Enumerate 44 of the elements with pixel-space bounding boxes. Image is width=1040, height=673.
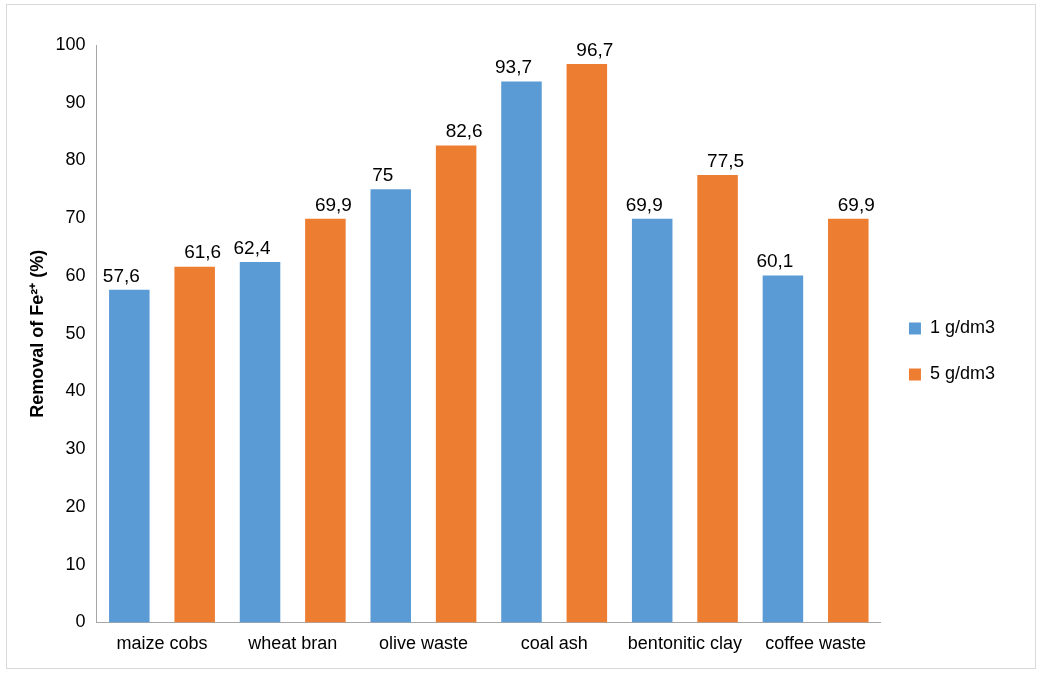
bar [109,289,150,623]
legend-label: 5 g/dm3 [929,363,996,384]
y-tick-label: 100 [55,33,86,54]
data-label: 60,1 [756,250,794,272]
bar [435,145,477,623]
y-tick-label: 40 [65,380,86,401]
data-label: 57,6 [102,264,140,286]
bar [239,262,281,623]
data-label: 62,4 [233,236,271,258]
data-label: 75 [372,164,394,186]
bar [631,218,673,623]
y-tick-label: 30 [65,438,86,459]
data-label: 69,9 [625,193,663,215]
data-label: 77,5 [707,149,745,171]
x-tick-label: coal ash [520,633,588,654]
bar [305,218,346,623]
data-label: 96,7 [576,38,614,60]
bar [762,275,804,623]
y-tick-label: 80 [65,149,86,170]
data-label: 61,6 [184,241,222,263]
y-tick-label: 20 [65,495,86,516]
y-tick-label: 10 [65,553,86,574]
y-tick-label: 60 [65,264,86,285]
bar [501,81,542,623]
data-label: 69,9 [314,193,352,215]
data-label: 82,6 [445,120,483,142]
bar [697,174,738,623]
bar [174,266,215,623]
legend-label: 1 g/dm3 [929,317,996,338]
x-tick-label: bentonitic clay [627,633,742,654]
data-label: 93,7 [494,56,532,78]
x-tick-label: olive waste [378,633,468,654]
x-tick-label: coffee waste [765,633,866,654]
bar [566,64,608,623]
bar [370,189,412,623]
y-axis-title: Removal of Fe²⁺ (%) [26,249,47,418]
y-tick-label: 50 [65,322,86,343]
bar [828,218,869,623]
x-tick-label: maize cobs [116,633,208,654]
data-label: 69,9 [837,193,875,215]
y-tick-label: 70 [65,207,86,228]
x-tick-label: wheat bran [247,633,338,654]
y-tick-label: 90 [65,91,86,112]
y-tick-label: 0 [75,611,86,632]
